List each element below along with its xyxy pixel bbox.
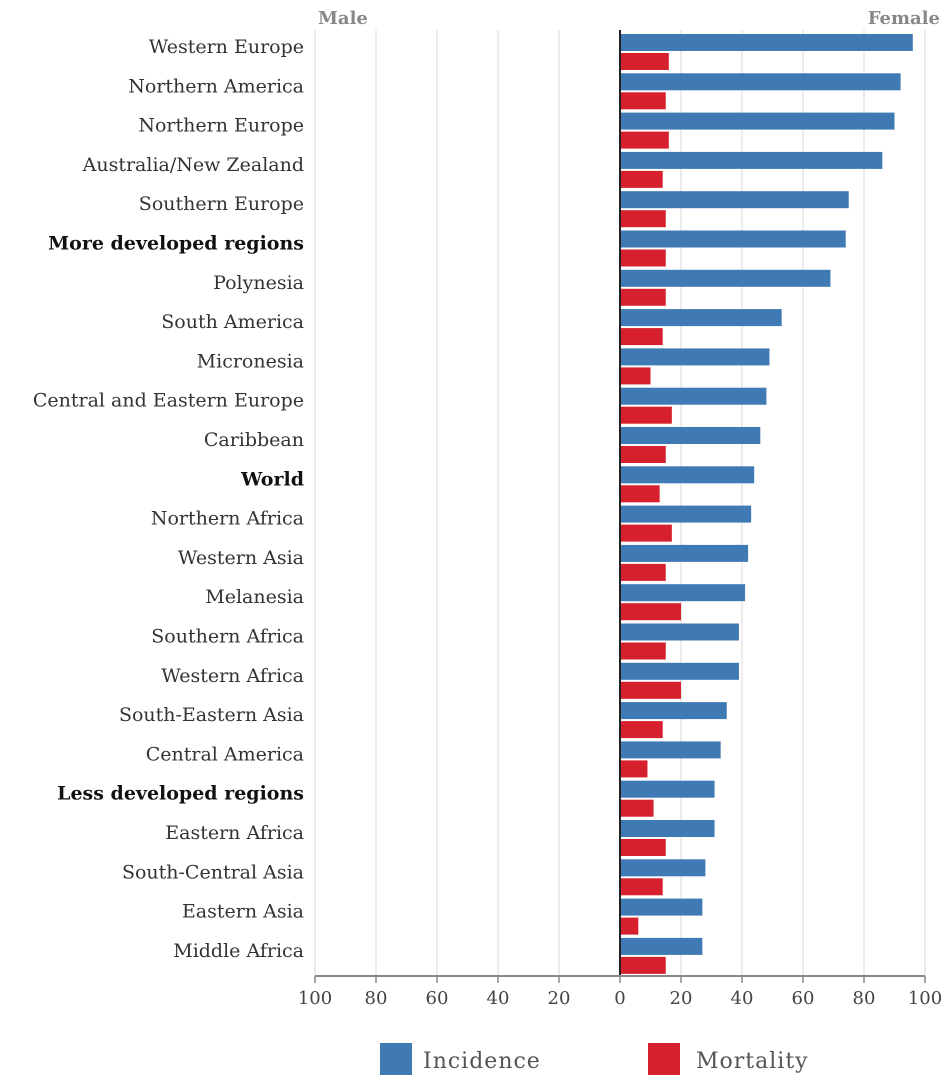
bar-incidence: [620, 113, 895, 130]
category-label: Central and Eastern Europe: [33, 390, 304, 412]
legend-swatch-mortality: [648, 1043, 680, 1075]
bar-mortality: [620, 367, 651, 384]
x-tick-label: 40: [487, 988, 510, 1009]
bar-mortality: [620, 800, 654, 817]
bar-mortality: [620, 957, 666, 974]
x-tick-label: 100: [298, 988, 332, 1009]
bar-mortality: [620, 643, 666, 660]
bar-incidence: [620, 152, 882, 169]
bar-incidence: [620, 663, 739, 680]
category-label: Central America: [146, 743, 304, 765]
x-tick-label: 40: [731, 988, 754, 1009]
category-label: More developed regions: [48, 233, 304, 255]
category-label: Eastern Africa: [165, 822, 304, 844]
category-label: South-Eastern Asia: [119, 704, 304, 726]
category-label: Melanesia: [205, 586, 304, 608]
bar-incidence: [620, 859, 705, 876]
bar-mortality: [620, 682, 681, 699]
bar-mortality: [620, 603, 681, 620]
category-label: Southern Europe: [139, 193, 304, 215]
x-tick-label: 80: [365, 988, 388, 1009]
x-tick-label: 20: [670, 988, 693, 1009]
bar-incidence: [620, 427, 760, 444]
bar-incidence: [620, 781, 715, 798]
category-label: Micronesia: [197, 350, 304, 372]
bar-incidence: [620, 702, 727, 719]
category-label: South-Central Asia: [122, 861, 304, 883]
x-tick-label: 80: [853, 988, 876, 1009]
female-side-label: Female: [868, 8, 940, 29]
category-label: Middle Africa: [173, 940, 304, 962]
bar-incidence: [620, 73, 901, 90]
bar-mortality: [620, 53, 669, 70]
bar-mortality: [620, 132, 669, 149]
bar-mortality: [620, 92, 666, 109]
category-label: Northern Africa: [151, 508, 304, 530]
category-label: Caribbean: [204, 429, 304, 451]
legend-label-mortality: Mortality: [696, 1049, 809, 1074]
bar-mortality: [620, 839, 666, 856]
bar-mortality: [620, 918, 638, 935]
category-label: Australia/New Zealand: [82, 154, 304, 176]
category-label: Northern America: [128, 75, 304, 97]
bar-mortality: [620, 171, 663, 188]
legend-swatch-incidence: [380, 1043, 412, 1075]
bar-incidence: [620, 231, 846, 248]
bar-mortality: [620, 446, 666, 463]
x-tick-label: 60: [426, 988, 449, 1009]
category-label: Polynesia: [213, 272, 304, 294]
bar-incidence: [620, 270, 830, 287]
bar-mortality: [620, 564, 666, 581]
bar-incidence: [620, 899, 702, 916]
legend: Incidence Mortality: [380, 1043, 809, 1075]
x-tick-label: 0: [614, 988, 625, 1009]
bar-mortality: [620, 878, 663, 895]
bar-incidence: [620, 348, 769, 365]
bar-mortality: [620, 250, 666, 267]
category-label: World: [240, 468, 304, 490]
bar-incidence: [620, 741, 721, 758]
bar-mortality: [620, 407, 672, 424]
category-label: Western Africa: [161, 665, 304, 687]
category-label: Less developed regions: [57, 783, 304, 805]
category-label: Southern Africa: [151, 626, 304, 648]
category-label: South America: [161, 311, 304, 333]
bar-mortality: [620, 721, 663, 738]
category-label: Northern Europe: [138, 115, 304, 137]
male-side-label: Male: [318, 8, 368, 29]
category-label: Western Europe: [149, 36, 304, 58]
x-tick-label: 60: [792, 988, 815, 1009]
bar-incidence: [620, 820, 715, 837]
bar-incidence: [620, 506, 751, 523]
bar-incidence: [620, 545, 748, 562]
x-axis: 100 80 60 40 20 0 20 40 60 80 100: [298, 30, 942, 1009]
bar-incidence: [620, 191, 849, 208]
category-labels: Western Europe Northern America Northern E…: [33, 36, 304, 962]
bar-incidence: [620, 624, 739, 641]
bar-incidence: [620, 938, 702, 955]
bar-incidence: [620, 34, 913, 51]
category-label: Eastern Asia: [182, 901, 304, 923]
bar-mortality: [620, 525, 672, 542]
legend-label-incidence: Incidence: [423, 1049, 541, 1074]
x-tick-label: 20: [548, 988, 571, 1009]
bar-mortality: [620, 328, 663, 345]
bar-incidence: [620, 309, 782, 326]
bar-mortality: [620, 289, 666, 306]
x-tick-label: 100: [908, 988, 942, 1009]
bar-incidence: [620, 388, 766, 405]
category-label: Western Asia: [178, 547, 304, 569]
bar-mortality: [620, 210, 666, 227]
bar-mortality: [620, 760, 647, 777]
bar-incidence: [620, 466, 754, 483]
bars-group: [620, 34, 913, 974]
bar-incidence: [620, 584, 745, 601]
bar-mortality: [620, 485, 660, 502]
